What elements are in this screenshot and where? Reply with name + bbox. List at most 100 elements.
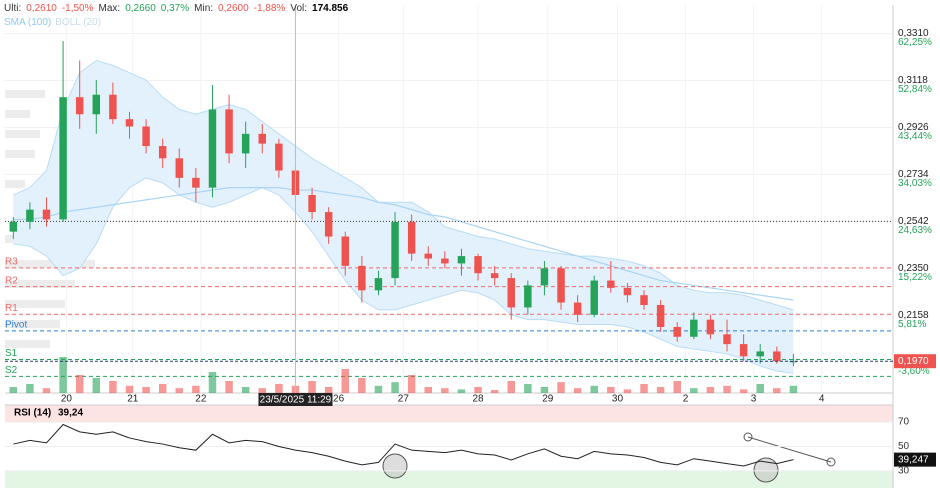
candle-body (308, 194, 316, 213)
volume-bar (756, 384, 764, 393)
candle-body (358, 265, 366, 291)
volume-bar (723, 385, 731, 393)
volume-bar (341, 369, 349, 393)
candle-body (59, 97, 67, 220)
volume-bar (208, 372, 217, 393)
y-tick-pct-label: 24,63% (898, 225, 932, 236)
info-label: Min: (194, 3, 214, 14)
volume-bar (109, 381, 117, 393)
candle-body (26, 209, 34, 222)
y-tick-label: 0,3310 (898, 28, 929, 39)
bollinger-line (13, 177, 794, 374)
candle-body (474, 256, 482, 274)
volume-bar (258, 388, 267, 393)
candle-body (540, 268, 549, 286)
candle-body (507, 278, 515, 308)
volume-bar (424, 387, 432, 393)
info-value: 174.856 (312, 3, 349, 14)
pivot-label: S1 (5, 348, 18, 359)
volume-bar (673, 381, 681, 393)
x-tick-label: 28 (472, 394, 484, 405)
y-tick-pct-label: 15,22% (898, 272, 932, 283)
volume-bar (656, 387, 665, 393)
info-label: Vol: (290, 3, 308, 14)
pivot-label: R3 (5, 256, 18, 267)
bollinger-fill (13, 60, 794, 374)
candle-body (490, 273, 499, 279)
volume-bar (241, 387, 250, 393)
x-tick-label: 26 (333, 394, 345, 405)
candle-body (374, 278, 383, 291)
sma-line (13, 187, 794, 301)
pivot-label: R1 (5, 303, 18, 314)
volume-bar (557, 382, 565, 393)
volume-bar (441, 388, 449, 393)
candle-body (225, 109, 233, 154)
volume-bar (789, 385, 798, 393)
volume-bar (142, 387, 150, 393)
candle-body (175, 158, 184, 178)
candle-body (75, 97, 84, 115)
volume-bar (192, 385, 200, 393)
rsi-value: 39,24 (58, 408, 83, 419)
volume-bar (507, 381, 515, 393)
rsi-overbought-zone (5, 405, 893, 422)
volume-bar (623, 389, 632, 393)
volume-bar (26, 384, 34, 393)
volume-bar (573, 388, 582, 393)
candle-body (441, 258, 449, 264)
candle-body (590, 280, 598, 315)
volume-bar (640, 384, 648, 393)
volume-bar (391, 382, 399, 393)
y-tick-label: 0,2926 (898, 122, 929, 133)
volume-bar (125, 385, 134, 393)
info-value: 0,2660 (125, 3, 156, 14)
rsi-oversold-zone (5, 471, 893, 488)
legend-item: BOLL (20) (55, 17, 102, 28)
candle-body (407, 221, 416, 254)
y-tick-pct-label: 52,84% (898, 84, 932, 95)
bollinger-line (13, 59, 794, 311)
legend: SMA (100) BOLL (20) (4, 17, 101, 28)
x-tick-label: 29 (542, 394, 554, 405)
y-tick-pct-label: 43,44% (898, 131, 932, 142)
info-label: Max: (98, 3, 121, 14)
volume-bar (175, 388, 184, 393)
candle-body (158, 146, 167, 159)
volume-profile (5, 90, 95, 348)
volume-bar (275, 384, 283, 393)
y-tick-pct-label: 62,25% (898, 37, 932, 48)
volume-bar (92, 378, 101, 393)
last-price-box (894, 354, 936, 369)
y-tick-label: 0,2542 (898, 216, 929, 227)
x-tick-label: 21 (127, 394, 139, 405)
candle-body (241, 133, 250, 154)
candle-body (258, 133, 267, 144)
info-change: 0,37% (160, 3, 190, 14)
y-tick-pct-label: -3,60% (898, 366, 930, 377)
candle-body (773, 351, 781, 362)
pivot-label: S2 (5, 365, 18, 376)
volume-bar (374, 385, 383, 393)
volume-bar (490, 390, 499, 393)
info-change: -1,50% (61, 3, 94, 14)
x-tick-label: 22 (195, 394, 207, 405)
candle-body (607, 280, 615, 288)
y-tick-label: 0,2158 (898, 310, 929, 321)
candle-body (208, 109, 217, 188)
volume-bar (324, 387, 333, 393)
candle-body (789, 361, 798, 363)
y-tick-label: 0,2350 (898, 263, 929, 274)
pivot-label: Pivot (5, 320, 27, 331)
candle-body (756, 351, 764, 357)
candle-body (723, 334, 731, 345)
x-tick-label: 30 (612, 394, 624, 405)
pivot-label: R2 (5, 275, 18, 286)
volume-bar (158, 384, 167, 393)
candle-body (125, 119, 134, 127)
header: Ulti: 0,2610 -1,50% Max: 0,2660 0,37% Min: 0,26… (4, 3, 348, 14)
volume-bar (407, 375, 416, 393)
y-tick-pct-label: 5,81% (898, 319, 926, 330)
rsi-tick-label: 70 (898, 417, 910, 428)
crosshair-box (258, 393, 333, 406)
